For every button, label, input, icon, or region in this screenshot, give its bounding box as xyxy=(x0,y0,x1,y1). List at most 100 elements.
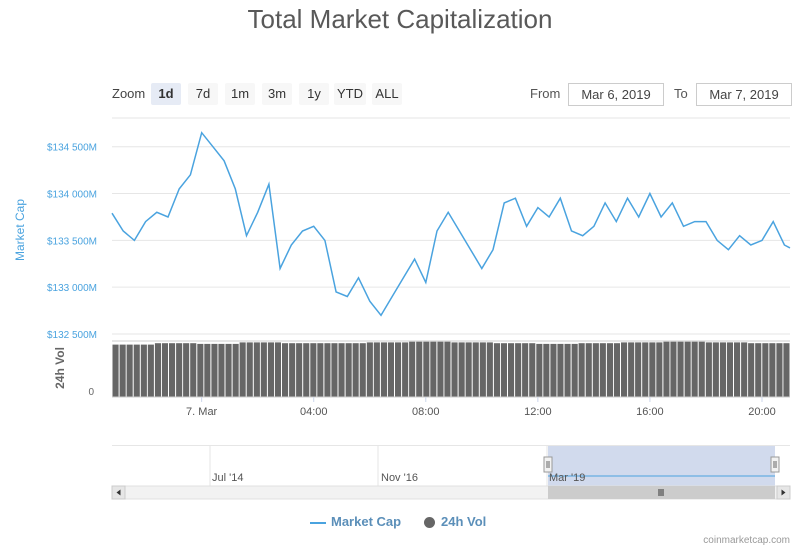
volume-bar xyxy=(465,342,472,397)
volume-bar xyxy=(183,343,190,397)
volume-bar xyxy=(289,343,296,397)
volume-bar xyxy=(373,342,380,397)
zoom-7d-button[interactable]: 7d xyxy=(188,83,218,105)
navigator-selected-range[interactable] xyxy=(548,446,775,486)
volume-bar xyxy=(154,343,161,397)
volume-bar xyxy=(331,343,338,397)
to-date-input[interactable]: Mar 7, 2019 xyxy=(696,83,792,106)
volume-bar xyxy=(479,342,486,397)
volume-bar xyxy=(564,343,571,397)
y-tick-label: $133 000M xyxy=(47,283,97,294)
legend-item-market-cap[interactable]: Market Cap xyxy=(310,514,401,529)
from-date-input[interactable]: Mar 6, 2019 xyxy=(568,83,664,106)
zoom-1m-button[interactable]: 1m xyxy=(225,83,255,105)
volume-bar xyxy=(762,343,769,397)
volume-bar xyxy=(133,344,140,397)
volume-bar xyxy=(458,342,465,397)
zoom-1y-button[interactable]: 1y xyxy=(299,83,329,105)
credit-link[interactable]: coinmarketcap.com xyxy=(703,535,790,546)
x-tick-label: 7. Mar xyxy=(186,406,218,418)
volume-bar xyxy=(147,344,154,397)
zoom-label: Zoom xyxy=(112,86,146,101)
volume-bar xyxy=(734,342,741,397)
volume-bar xyxy=(663,341,670,397)
volume-bar xyxy=(783,343,790,397)
legend-dot-icon xyxy=(424,517,435,529)
y-tick-label: $132 500M xyxy=(47,330,97,341)
volume-bar xyxy=(621,342,628,397)
x-tick-label: 16:00 xyxy=(636,406,664,418)
to-label: To xyxy=(674,86,688,101)
volume-bar xyxy=(437,341,444,397)
x-tick-label: 20:00 xyxy=(748,406,776,418)
zoom-3m-button[interactable]: 3m xyxy=(262,83,292,105)
volume-bar xyxy=(486,342,493,397)
volume-bar xyxy=(126,344,133,397)
volume-bar xyxy=(670,341,677,397)
chart-title: Total Market Capitalization xyxy=(247,4,553,34)
volume-bar xyxy=(176,343,183,397)
volume-bar xyxy=(613,343,620,397)
volume-bar xyxy=(190,343,197,397)
volume-bar xyxy=(684,341,691,397)
y-tick-label: $134 500M xyxy=(47,143,97,154)
legend-line-icon xyxy=(310,521,326,524)
navigator-right-handle[interactable] xyxy=(770,456,780,473)
volume-bar xyxy=(451,342,458,397)
volume-axis-title: 24h Vol xyxy=(53,347,67,389)
volume-bar xyxy=(748,343,755,397)
navigator-label-jul14: Jul '14 xyxy=(212,472,243,484)
volume-bar xyxy=(515,343,522,397)
volume-bar xyxy=(606,343,613,397)
volume-bar xyxy=(776,343,783,397)
volume-bar xyxy=(493,343,500,397)
volume-bar xyxy=(416,341,423,397)
volume-bar xyxy=(726,342,733,397)
volume-bar xyxy=(741,342,748,397)
volume-bar xyxy=(578,343,585,397)
volume-bar xyxy=(571,343,578,397)
volume-bar xyxy=(218,343,225,397)
volume-bar xyxy=(444,341,451,397)
navigator-left-handle[interactable] xyxy=(543,456,553,473)
volume-bar xyxy=(387,342,394,397)
y-axis-title: Market Cap xyxy=(13,199,27,261)
volume-bar xyxy=(380,342,387,397)
zoom-all-button[interactable]: ALL xyxy=(372,83,402,105)
from-label: From xyxy=(530,86,561,101)
volume-bar xyxy=(395,342,402,397)
volume-bar xyxy=(239,342,246,397)
volume-bar xyxy=(423,341,430,397)
volume-bar xyxy=(409,341,416,397)
volume-bar xyxy=(246,342,253,397)
volume-bar xyxy=(267,342,274,397)
volume-bar xyxy=(345,343,352,397)
zoom-ytd-button[interactable]: YTD xyxy=(334,83,366,105)
volume-bar xyxy=(719,342,726,397)
volume-bar xyxy=(585,343,592,397)
volume-bar xyxy=(628,342,635,397)
volume-bar xyxy=(366,342,373,397)
volume-bar xyxy=(592,343,599,397)
navigator-label-nov16: Nov '16 xyxy=(381,472,418,484)
volume-bar xyxy=(698,341,705,397)
volume-bar xyxy=(232,343,239,397)
volume-bar xyxy=(119,344,126,397)
volume-bar xyxy=(522,343,529,397)
x-tick-label: 04:00 xyxy=(300,406,328,418)
volume-bar xyxy=(303,343,310,397)
volume-bar xyxy=(430,341,437,397)
volume-bar xyxy=(536,343,543,397)
volume-bar xyxy=(140,344,147,397)
volume-bar xyxy=(557,343,564,397)
zoom-1d-button[interactable]: 1d xyxy=(151,83,181,105)
volume-bar xyxy=(550,343,557,397)
volume-bar xyxy=(635,342,642,397)
volume-bar xyxy=(317,343,324,397)
volume-bar xyxy=(529,343,536,397)
scroll-right-arrow-icon xyxy=(781,489,786,496)
volume-bar xyxy=(310,343,317,397)
volume-bar xyxy=(705,342,712,397)
legend-item-24h-vol[interactable]: 24h Vol xyxy=(424,514,486,529)
